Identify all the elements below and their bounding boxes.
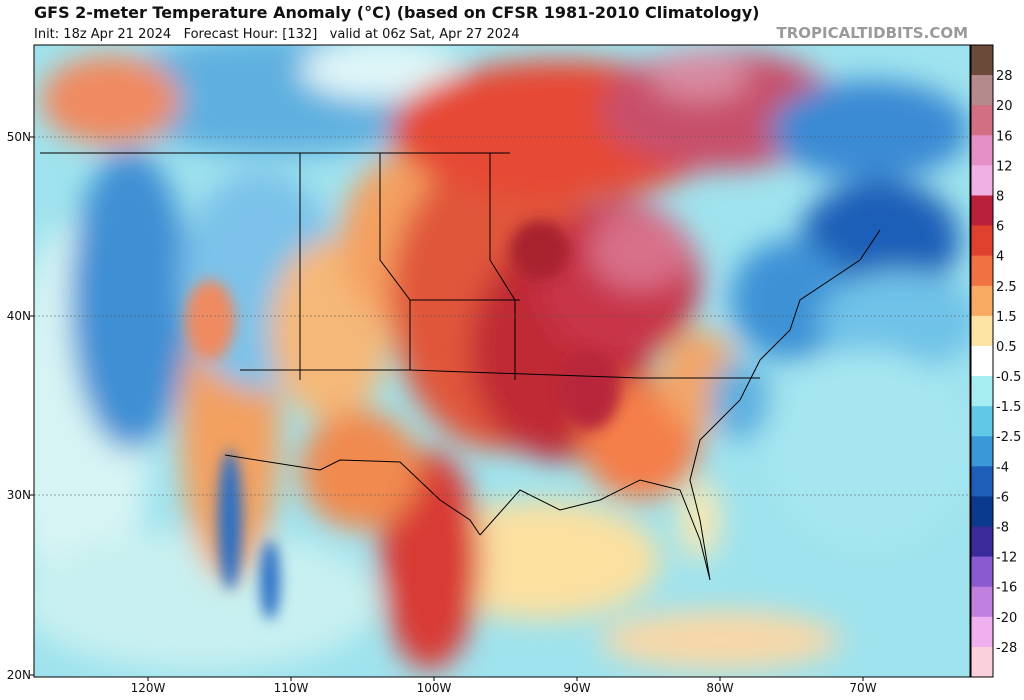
colorbar-label: -6: [996, 490, 1009, 505]
longitude-labels: 120W 110W 100W 90W 80W 70W: [131, 677, 877, 695]
colorbar-label: 4: [996, 250, 1004, 265]
latitude-labels: 50N 40N 30N 20N: [7, 130, 34, 682]
us-mexico-border: [224, 454, 481, 536]
colorbar-bin: [971, 315, 993, 347]
title: GFS 2-meter Temperature Anomaly (°C) (ba…: [34, 3, 760, 22]
colorbar-bin: [971, 586, 993, 618]
lon-label: 110W: [274, 681, 309, 695]
colorbar: 28 20 16 12 8 6 4 2.5 1.5 0.5 -0.5 -1.5 -2.5 -4 -6 -8 -1…: [970, 44, 1021, 678]
map-frame: [33, 44, 971, 678]
colorbar-bin: [971, 75, 993, 106]
colorbar-label: -20: [996, 611, 1017, 626]
colorbar-label: 20: [996, 99, 1013, 114]
colorbar-bin: [971, 45, 993, 76]
colorbar-label: 8: [996, 189, 1004, 204]
colorbar-label: -28: [996, 641, 1017, 656]
colorbar-bin: [971, 376, 993, 407]
state-line: [379, 153, 411, 370]
lon-label: 100W: [417, 681, 452, 695]
lat-label: 30N: [7, 488, 31, 502]
lat-label: 20N: [7, 668, 31, 682]
borders: [40, 152, 881, 581]
subtitle: Init: 18z Apr 21 2024 Forecast Hour: [13…: [34, 27, 520, 42]
colorbar-label: -4: [996, 460, 1009, 475]
colorbar-label: 0.5: [996, 340, 1017, 355]
colorbar-bin: [971, 646, 993, 678]
lat-label: 50N: [7, 130, 31, 144]
colorbar-label: 6: [996, 220, 1004, 235]
anomaly-field: [34, 45, 970, 677]
colorbar-bin: [971, 406, 993, 437]
lon-label: 70W: [849, 681, 876, 695]
colorbar-bin: [971, 526, 993, 557]
colorbar-bin: [971, 195, 993, 226]
colorbar-label: 28: [996, 69, 1013, 84]
colorbar-bin: [971, 165, 993, 196]
state-line: [409, 369, 760, 379]
lon-label: 80W: [706, 681, 733, 695]
colorbar-label: -0.5: [996, 370, 1021, 385]
lon-label: 90W: [563, 681, 590, 695]
colorbar-bin: [971, 556, 993, 588]
colorbar-label: 12: [996, 159, 1013, 174]
colorbar-bin: [971, 496, 993, 527]
lon-label: 120W: [131, 681, 166, 695]
watermark: TROPICALTIDBITS.COM: [777, 24, 969, 42]
colorbar-bin: [971, 616, 993, 648]
colorbar-bin: [971, 225, 993, 256]
colorbar-bin: [971, 466, 993, 497]
colorbar-bin: [971, 285, 993, 317]
colorbar-label: 16: [996, 129, 1013, 144]
colorbar-label: -2.5: [996, 430, 1021, 445]
detail-blobs: [185, 220, 620, 620]
colorbar-label: -16: [996, 581, 1017, 596]
colorbar-bin: [971, 345, 993, 377]
colorbar-label: -12: [996, 551, 1017, 566]
state-line: [489, 153, 516, 380]
colorbar-bin: [971, 436, 993, 467]
colorbar-bin: [971, 255, 993, 287]
colorbar-label: -8: [996, 521, 1009, 536]
colorbar-label: 2.5: [996, 280, 1017, 295]
lat-label: 40N: [7, 309, 31, 323]
colorbar-bin: [971, 105, 993, 136]
colorbar-bin: [971, 135, 993, 166]
graticule: [34, 136, 970, 496]
colorbar-label: 1.5: [996, 310, 1017, 325]
colorbar-label: -1.5: [996, 400, 1021, 415]
colorbar-frame: [970, 44, 994, 678]
coastline: [479, 229, 881, 581]
